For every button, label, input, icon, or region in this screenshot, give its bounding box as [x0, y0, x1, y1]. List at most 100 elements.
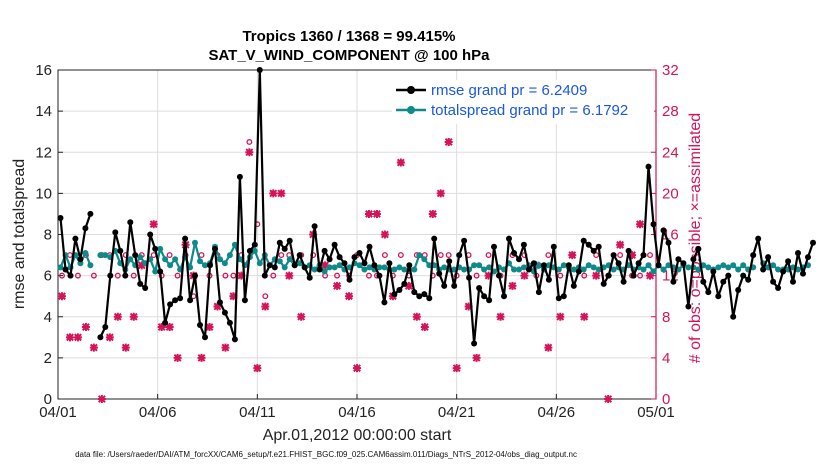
- obs-possible-marker: [647, 252, 653, 259]
- spread-point: [511, 266, 517, 273]
- obs-possible-marker: [485, 252, 492, 259]
- rmse-point: [271, 264, 278, 271]
- chart-title: Tropics 1360 / 1368 = 99.415%: [242, 28, 455, 45]
- rmse-point: [346, 276, 353, 283]
- rmse-point: [72, 235, 79, 242]
- spread-point: [87, 262, 94, 269]
- spread-point: [720, 262, 727, 269]
- obs-assimilated-marker: [420, 323, 429, 332]
- rmse-point: [316, 266, 323, 273]
- obs-possible-marker: [593, 252, 600, 259]
- obs-assimilated-marker: [237, 271, 246, 280]
- rmse-point: [231, 336, 238, 343]
- y-tick-label: 4: [44, 309, 52, 326]
- rmse-point: [790, 278, 796, 285]
- rmse-point: [177, 295, 184, 302]
- spread-point: [221, 260, 228, 267]
- rmse-point: [221, 309, 228, 316]
- rmse-point: [77, 256, 84, 263]
- y2-tick-label: 8: [662, 309, 670, 326]
- obs-possible-marker: [166, 252, 173, 259]
- spread-point: [476, 262, 483, 269]
- rmse-point: [511, 250, 517, 256]
- spread-point: [685, 264, 692, 271]
- y2-tick-label: 32: [662, 62, 679, 79]
- rmse-point: [241, 297, 248, 304]
- obs-assimilated-marker: [269, 189, 278, 198]
- rmse-point: [406, 262, 413, 269]
- obs-assimilated-marker: [81, 323, 90, 332]
- rmse-point: [291, 262, 298, 269]
- obs-assimilated-marker: [105, 333, 114, 342]
- obs-possible-marker: [437, 252, 444, 259]
- y2-tick-label: 20: [662, 185, 679, 202]
- obs-assimilated-marker: [297, 312, 306, 321]
- rmse-point: [550, 243, 557, 250]
- rmse-point: [630, 272, 637, 279]
- obs-assimilated-marker: [496, 312, 505, 321]
- rmse-point: [341, 260, 348, 267]
- obs-assimilated-marker: [221, 343, 230, 352]
- obs-assimilated-marker: [404, 281, 413, 290]
- rmse-point: [660, 227, 667, 234]
- spread-point: [650, 268, 657, 275]
- obs-assimilated-marker: [428, 209, 437, 218]
- rmse-point: [132, 252, 139, 259]
- rmse-point: [655, 262, 662, 269]
- rmse-point: [127, 219, 134, 226]
- rmse-point: [605, 272, 612, 279]
- rmse-point: [456, 252, 463, 259]
- legend-box: [392, 80, 654, 124]
- y-tick-label: 12: [35, 144, 52, 161]
- rmse-point: [197, 322, 203, 328]
- obs-assimilated-marker: [452, 364, 461, 373]
- x-tick-label: 05/01: [637, 404, 675, 421]
- rmse-point: [471, 340, 478, 347]
- rmse-point: [107, 272, 114, 279]
- rmse-point: [142, 285, 149, 291]
- rmse-point: [97, 334, 104, 341]
- spread-point: [356, 262, 363, 269]
- obs-assimilated-marker: [436, 189, 445, 198]
- obs-assimilated-marker: [121, 343, 130, 352]
- obs-assimilated-marker: [372, 209, 381, 218]
- rmse-point: [680, 260, 687, 267]
- obs-assimilated-marker: [544, 343, 553, 352]
- y-tick-label: 10: [35, 185, 52, 202]
- obs-possible-marker: [130, 272, 137, 279]
- spread-point: [560, 262, 567, 269]
- rmse-point: [560, 293, 567, 300]
- obs-assimilated-marker: [556, 312, 565, 321]
- spread-point: [336, 262, 343, 269]
- obs-assimilated-marker: [396, 158, 405, 167]
- obs-possible-marker: [445, 252, 452, 259]
- spread-point: [555, 266, 562, 273]
- rmse-series: [57, 67, 816, 347]
- rmse-point: [710, 268, 717, 275]
- obs-assimilated-marker: [113, 312, 122, 321]
- spread-point: [137, 254, 144, 261]
- rmse-point: [326, 256, 333, 263]
- rmse-point: [212, 245, 218, 252]
- legend-rmse-marker: [407, 86, 415, 94]
- rmse-point: [610, 252, 617, 259]
- spread-point: [695, 266, 702, 273]
- spread-point: [251, 247, 258, 254]
- rmse-point: [296, 252, 303, 259]
- rmse-point: [600, 280, 607, 287]
- obs-assimilated-marker: [628, 251, 637, 260]
- rmse-point: [217, 299, 223, 306]
- obs-assimilated-marker: [520, 271, 529, 280]
- rmse-point: [421, 291, 428, 298]
- rmse-point: [311, 223, 318, 230]
- obs-assimilated-marker: [568, 251, 577, 260]
- rmse-point: [496, 272, 502, 279]
- rmse-point: [401, 280, 408, 287]
- obs-assimilated-marker: [285, 271, 294, 280]
- spread-point: [162, 256, 169, 263]
- spread-point: [580, 266, 587, 273]
- obs-assimilated-marker: [97, 395, 106, 403]
- obs-assimilated-marker: [444, 137, 453, 146]
- obs-possible-marker: [174, 272, 181, 279]
- rmse-point: [152, 245, 159, 252]
